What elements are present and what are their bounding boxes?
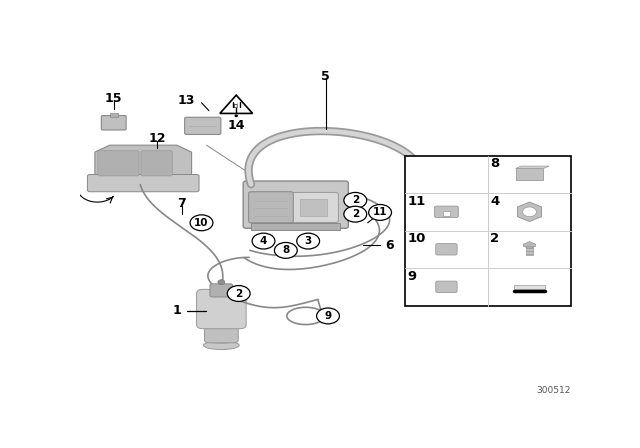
Circle shape: [236, 115, 237, 116]
Text: 2: 2: [351, 209, 359, 219]
FancyBboxPatch shape: [205, 319, 238, 343]
Polygon shape: [516, 166, 549, 168]
Bar: [444, 211, 449, 216]
Ellipse shape: [207, 337, 236, 343]
Bar: [526, 243, 533, 255]
FancyBboxPatch shape: [98, 151, 139, 176]
Circle shape: [344, 206, 367, 222]
FancyBboxPatch shape: [196, 289, 246, 329]
Text: 2: 2: [490, 232, 500, 245]
Text: 11: 11: [373, 207, 387, 217]
Bar: [300, 198, 327, 216]
Text: 13: 13: [178, 94, 195, 107]
Text: $⏻$: $⏻$: [233, 101, 239, 110]
FancyBboxPatch shape: [101, 116, 126, 130]
Text: 4: 4: [260, 236, 268, 246]
Circle shape: [344, 193, 367, 208]
FancyBboxPatch shape: [436, 281, 457, 293]
FancyBboxPatch shape: [210, 284, 233, 297]
Bar: [251, 224, 340, 230]
Circle shape: [522, 207, 536, 217]
Text: 4: 4: [490, 195, 500, 208]
Polygon shape: [518, 202, 541, 221]
FancyBboxPatch shape: [88, 174, 199, 192]
Text: 10: 10: [408, 232, 426, 245]
Text: 8: 8: [282, 246, 289, 255]
Polygon shape: [95, 145, 191, 178]
Polygon shape: [524, 241, 536, 249]
Text: 7: 7: [177, 197, 186, 210]
Bar: [516, 168, 543, 180]
Polygon shape: [220, 95, 253, 113]
Text: 9: 9: [324, 311, 332, 321]
Bar: [110, 113, 118, 116]
Text: 5: 5: [321, 70, 330, 83]
Text: 12: 12: [148, 132, 166, 145]
Text: 11: 11: [408, 195, 426, 208]
Text: 10: 10: [195, 218, 209, 228]
Text: 9: 9: [408, 270, 417, 283]
Circle shape: [190, 215, 213, 231]
Bar: [514, 284, 545, 289]
Text: 1: 1: [172, 304, 181, 317]
FancyBboxPatch shape: [436, 244, 457, 255]
Circle shape: [405, 192, 417, 200]
Text: 3: 3: [305, 236, 312, 246]
Text: 300512: 300512: [537, 386, 571, 395]
FancyBboxPatch shape: [291, 193, 339, 223]
FancyBboxPatch shape: [248, 192, 293, 223]
Circle shape: [218, 280, 225, 284]
Ellipse shape: [204, 341, 239, 349]
Text: 2: 2: [235, 289, 243, 298]
Bar: [405, 155, 571, 306]
Text: 15: 15: [105, 92, 122, 105]
Text: 2: 2: [351, 195, 359, 205]
FancyBboxPatch shape: [435, 206, 458, 217]
Text: 8: 8: [490, 157, 500, 170]
Text: 14: 14: [227, 119, 245, 132]
FancyBboxPatch shape: [141, 151, 172, 176]
Text: 6: 6: [386, 239, 394, 252]
FancyBboxPatch shape: [243, 181, 348, 228]
Circle shape: [252, 233, 275, 249]
Circle shape: [227, 285, 250, 302]
Circle shape: [369, 204, 392, 220]
Circle shape: [317, 308, 339, 324]
Circle shape: [275, 242, 297, 258]
FancyBboxPatch shape: [185, 117, 221, 134]
Circle shape: [297, 233, 319, 249]
